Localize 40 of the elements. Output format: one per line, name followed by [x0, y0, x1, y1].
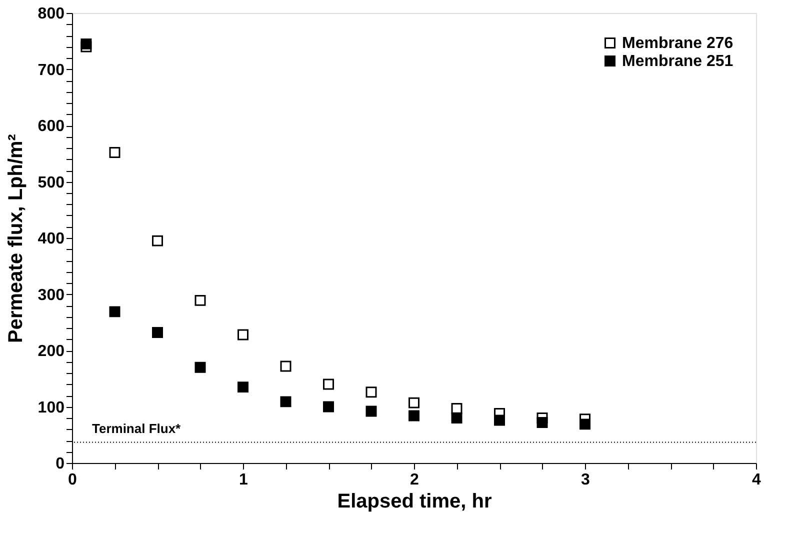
legend-label: Membrane 276 [622, 35, 734, 52]
y-tick-label: 500 [38, 174, 65, 192]
point [109, 147, 120, 158]
y-tick-label: 700 [38, 62, 65, 79]
point [451, 412, 462, 424]
point [580, 418, 590, 430]
y-tick-label: 0 [56, 456, 65, 472]
x-tick-label: 0 [68, 472, 78, 488]
x-tick-label: 3 [581, 472, 590, 488]
y-tick-label: 400 [38, 230, 65, 248]
y-tick-label: 200 [38, 343, 65, 360]
point [109, 306, 120, 318]
legend-label: Membrane 251 [622, 53, 734, 70]
y-tick-label: 800 [38, 6, 65, 22]
point [536, 417, 548, 428]
point [238, 382, 248, 393]
y-axis-title: Permeate flux, Lph/m² [4, 134, 27, 343]
point [152, 327, 163, 338]
point [194, 294, 206, 306]
point [238, 329, 248, 340]
point [494, 414, 505, 426]
ref-line-label: Terminal Flux* [92, 421, 182, 436]
x-tick-label: 4 [752, 472, 762, 488]
point [323, 401, 334, 412]
x-axis-title: Elapsed time, hr [337, 490, 492, 512]
point [366, 406, 377, 417]
y-tick-label: 300 [38, 286, 65, 304]
point [408, 397, 420, 408]
x-tick-label: 2 [410, 472, 420, 488]
point [194, 362, 206, 373]
point [366, 386, 377, 398]
x-tick-label: 1 [239, 472, 248, 488]
y-tick-label: 600 [38, 118, 65, 135]
point [80, 38, 92, 50]
point [280, 360, 292, 372]
point [323, 378, 334, 390]
point [152, 235, 163, 246]
point [408, 410, 420, 422]
y-tick-label: 100 [38, 399, 65, 416]
point [280, 396, 292, 408]
